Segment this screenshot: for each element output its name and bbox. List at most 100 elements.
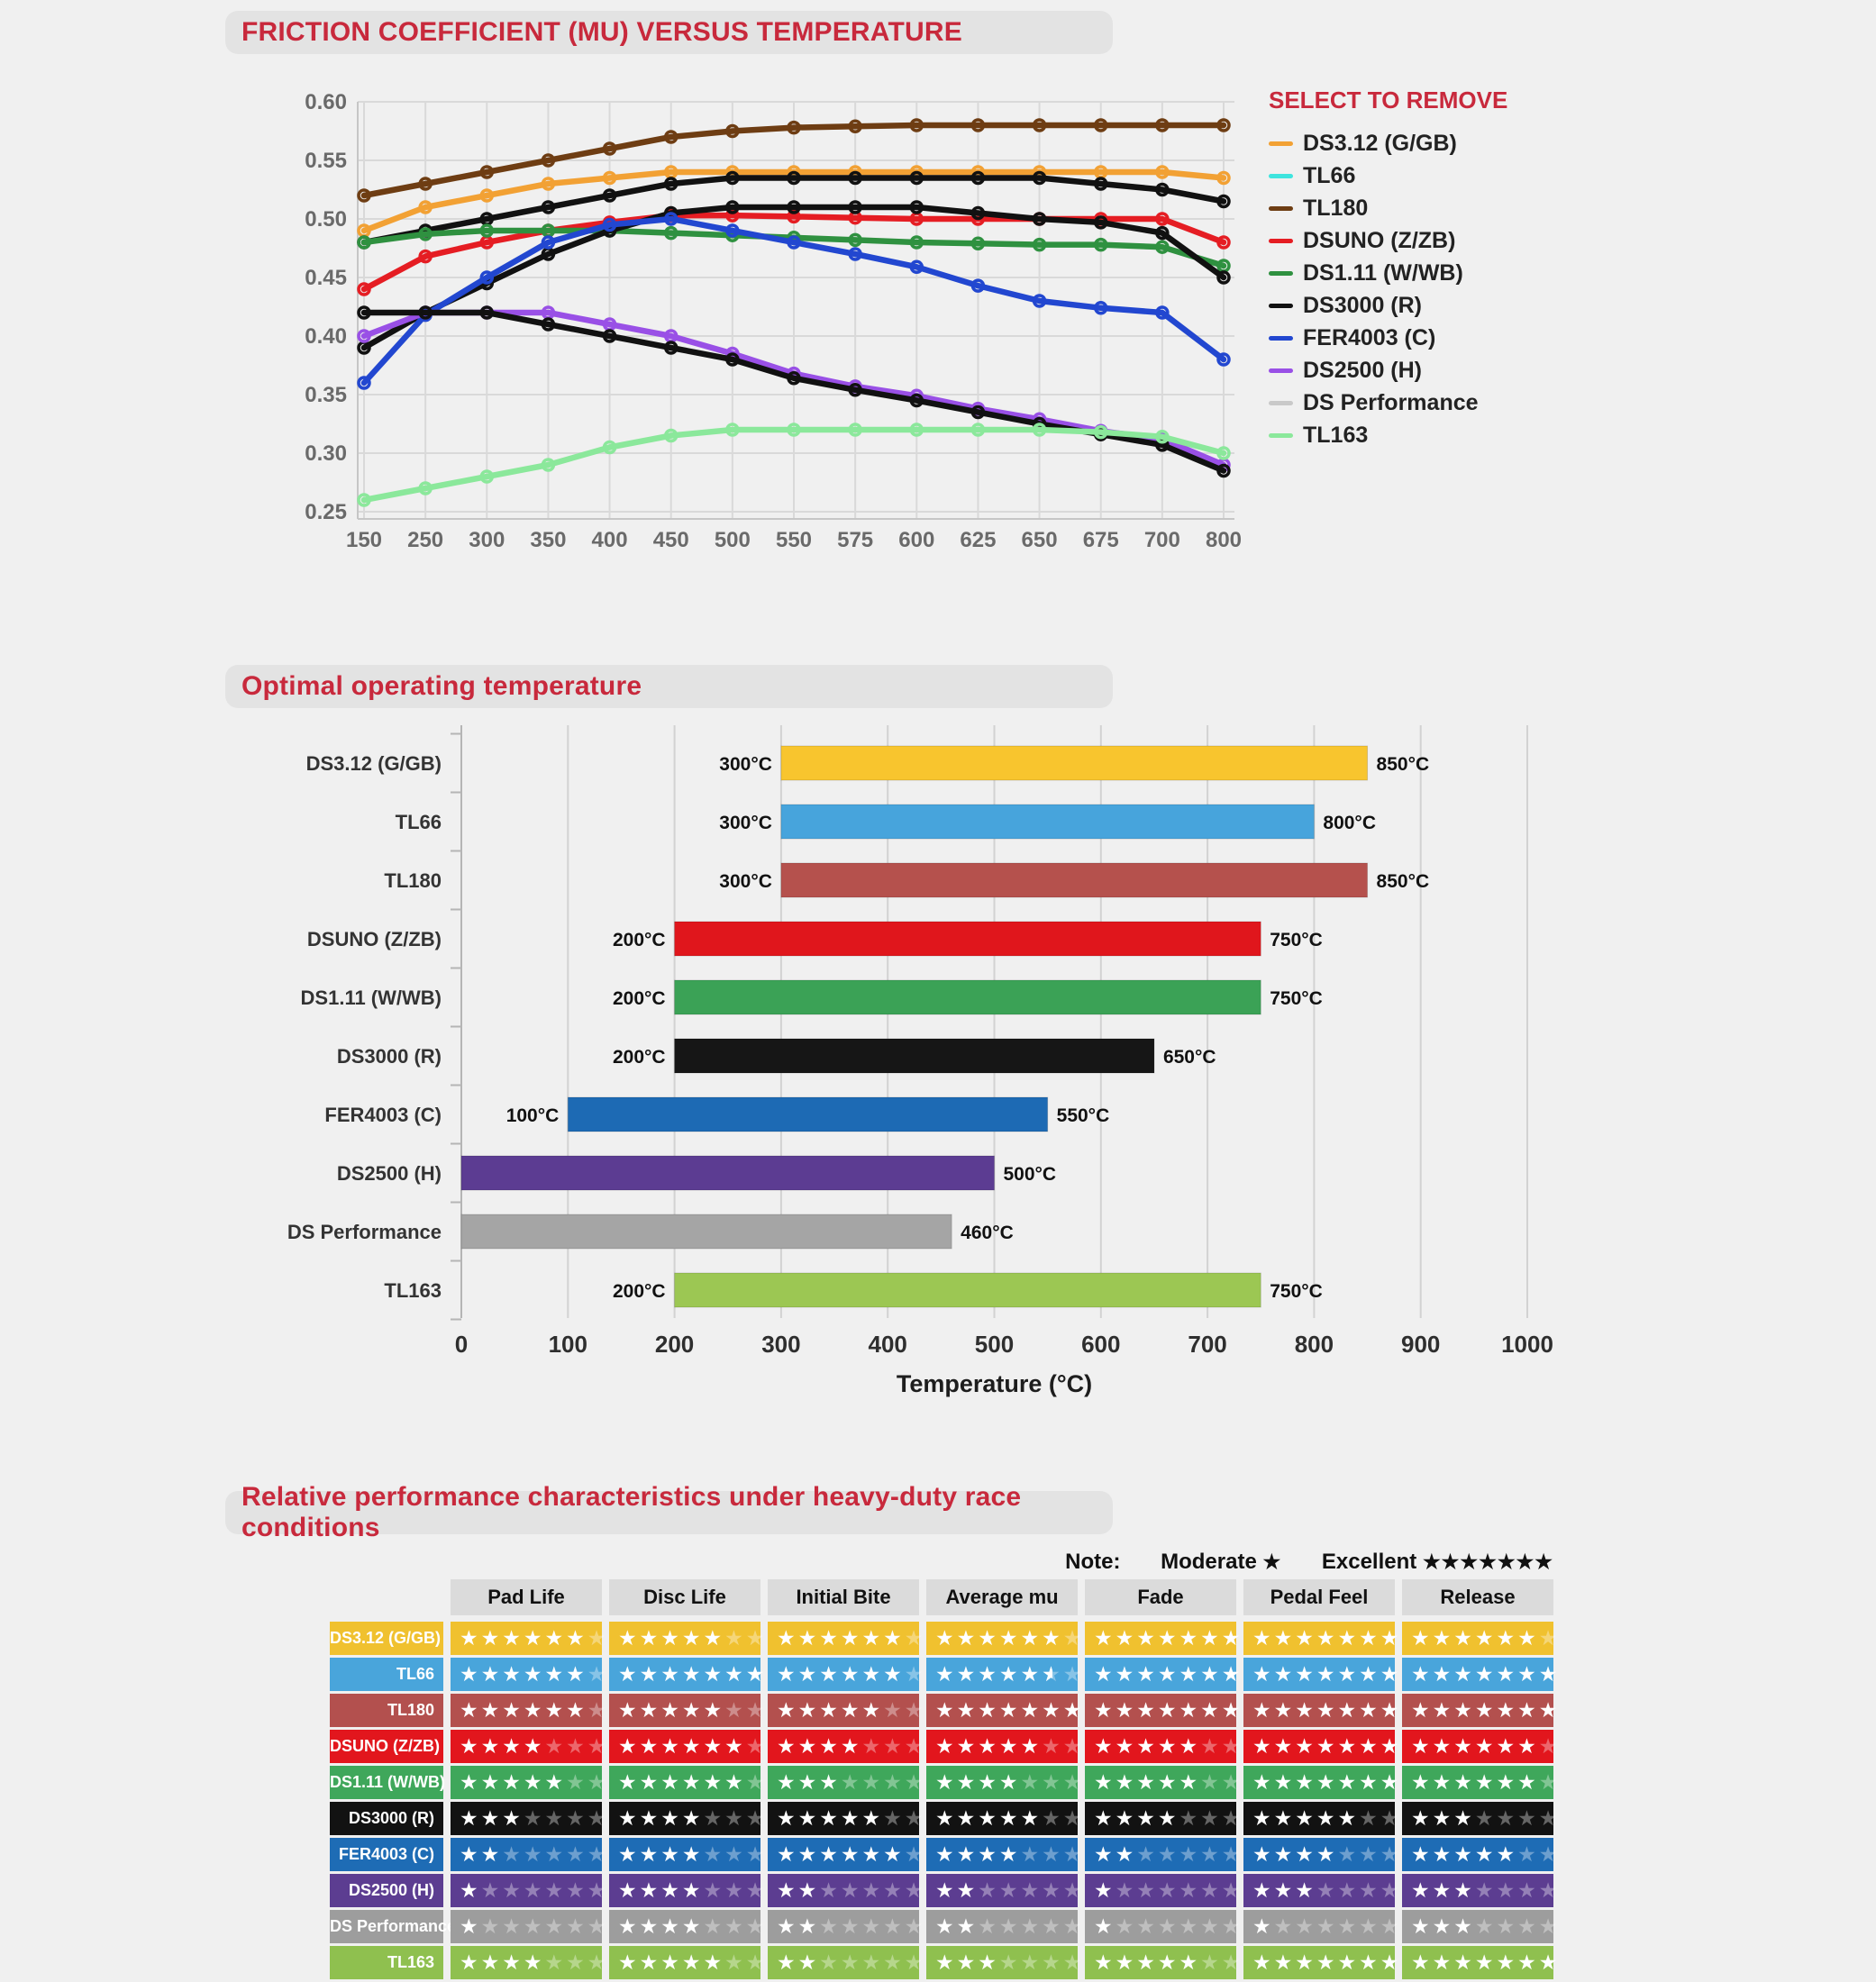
star-icon: ★ [1179, 1770, 1198, 1794]
y-tick-label: 0.50 [305, 207, 347, 232]
star-icon: ★ [1538, 1806, 1558, 1830]
star-icon: ★ [703, 1770, 723, 1794]
star-icon: ★ [1337, 1698, 1357, 1722]
data-point-marker [418, 227, 433, 241]
legend-item-DS Performance[interactable]: DS Performance [1269, 386, 1566, 419]
star-icon: ★ [1179, 1734, 1198, 1758]
legend-item-DSUNO (Z/ZB)[interactable]: DSUNO (Z/ZB) [1269, 224, 1566, 257]
star-icon: ★ [797, 1662, 817, 1686]
ratings-table-body: DS3.12 (G/GB) ★ ★ ★ ★ ★ ★ ★ ★ ★ ★ ★ ★ ★ ★ ★ ★ ★ ★ ★ ★ ★ ★ ★ ★ ★ ★ ★… [330, 1622, 1557, 1982]
star-icon: ★ [840, 1626, 860, 1650]
rating-cell-Pedal Feel (Travel): ★ ★ ★ ★ ★ ★ ★ [1243, 1910, 1398, 1943]
star-icon: ★ [1157, 1842, 1177, 1866]
star-icon: ★ [1136, 1626, 1155, 1650]
star-icon: ★ [1432, 1842, 1452, 1866]
star-icon: ★ [998, 1878, 1018, 1902]
rating-cell-Disc Life: ★ ★ ★ ★ ★ ★ ★ [609, 1730, 764, 1763]
legend-item-label: DS3.12 (G/GB) [1303, 130, 1457, 156]
rating-cell-Release: ★ ★ ★ ★ ★ ★ ★ [1402, 1838, 1557, 1871]
star-icon: ★ [904, 1698, 924, 1722]
data-point-marker [541, 235, 556, 250]
star-icon: ★ [1517, 1806, 1536, 1830]
star-icon: ★ [1432, 1734, 1452, 1758]
table-row-DSUNO (Z/ZB): DSUNO (Z/ZB) ★ ★ ★ ★ ★ ★ ★ ★ ★ ★ ★ ★ ★ ★ ★ ★ ★ ★ ★ ★ ★ ★ ★ ★ ★ ★ ★ ★… [330, 1730, 1557, 1763]
data-point-marker [909, 393, 924, 408]
data-point-marker [357, 493, 371, 507]
star-icon: ★ [1157, 1734, 1177, 1758]
star-icon: ★ [1020, 1626, 1040, 1650]
star-icon: ★ [523, 1662, 542, 1686]
rating-cell-Initial Bite: ★ ★ ★ ★ ★ ★ ★ [768, 1658, 923, 1691]
axis-tick-labels: 0.60 0.55 0.50 0.45 0.40 0.35 0.30 0.25 150 250 30… [305, 90, 1242, 552]
star-icon: ★ [1115, 1734, 1134, 1758]
half-star-icon: ★ ★ [1042, 1658, 1063, 1694]
rating-cell-Disc Life: ★ ★ ★ ★ ★ ★ ★ [609, 1802, 764, 1835]
star-icon: ★ [1337, 1662, 1357, 1686]
legend-item-TL163[interactable]: TL163 [1269, 419, 1566, 451]
legend-item-DS1.11 (W/WB)[interactable]: DS1.11 (W/WB) [1269, 257, 1566, 289]
rating-cell-Pad Life: ★ ★ ★ ★ ★ ★ ★ [451, 1838, 606, 1871]
star-icon: ★ [703, 1734, 723, 1758]
star-icon: ★ [660, 1842, 679, 1866]
star-icon: ★ [1411, 1662, 1430, 1686]
star-icon: ★ [819, 1626, 838, 1650]
star-icon: ★ [1200, 1806, 1219, 1830]
star-icon: ★ [1316, 1734, 1335, 1758]
data-point-marker [1093, 237, 1108, 252]
star-icon: ★ [1496, 1770, 1516, 1794]
data-point-marker [663, 130, 678, 144]
star-icon: ★ [1496, 1842, 1516, 1866]
star-icon: ★ [618, 1950, 637, 1974]
star-icon: ★ [978, 1626, 997, 1650]
data-point-marker [787, 371, 801, 386]
temp-bar-row-DSUNO (Z/ZB): DSUNO (Z/ZB) 200°C 750°C [307, 921, 1323, 957]
rating-cell-Disc Life: ★ ★ ★ ★ ★ ★ ★ [609, 1622, 764, 1655]
rating-cell-Fade: ★ ★ ★ ★ ★ ★ ★ [1085, 1946, 1240, 1979]
bar-min-label: 300°C [719, 871, 772, 892]
bar-category-label: DS3.12 (G/GB) [306, 752, 442, 775]
series-line [360, 204, 1227, 351]
star-icon: ★ [480, 1734, 500, 1758]
star-icon: ★ [587, 1806, 606, 1830]
rating-cell-Disc Life: ★ ★ ★ ★ ★ ★ ★ [609, 1766, 764, 1799]
legend-item-DS3.12 (G/GB)[interactable]: DS3.12 (G/GB) [1269, 127, 1566, 159]
x-tick-label: 450 [653, 528, 689, 552]
star-icon: ★ [1517, 1914, 1536, 1938]
legend-swatch-icon [1269, 141, 1293, 146]
bar-max-label: 750°C [1270, 930, 1323, 950]
star-icon: ★ [1136, 1770, 1155, 1794]
star-icon: ★ [1411, 1626, 1430, 1650]
star-icon: ★ [745, 1842, 765, 1866]
legend-item-DS3000 (R)[interactable]: DS3000 (R) [1269, 289, 1566, 322]
legend-item-DS2500 (H)[interactable]: DS2500 (H) [1269, 354, 1566, 386]
star-icon: ★ [745, 1950, 765, 1974]
star-icon: ★ [1157, 1878, 1177, 1902]
legend-item-TL66[interactable]: TL66 [1269, 159, 1566, 192]
star-icon: ★ [819, 1806, 838, 1830]
series-line [360, 426, 1227, 504]
chart-legend: SELECT TO REMOVE DS3.12 (G/GB) TL66 TL180 D… [1269, 86, 1566, 451]
data-point-marker [1032, 118, 1047, 132]
rating-cell-Pedal Feel (Travel): ★ ★ ★ ★ ★ ★ ★ [1243, 1838, 1398, 1871]
star-icon: ★ [956, 1734, 976, 1758]
rating-cell-Fade: ★ ★ ★ ★ ★ ★ ★ [1085, 1766, 1240, 1799]
star-icon: ★ [544, 1626, 564, 1650]
series-line [360, 175, 1227, 246]
data-point-marker [479, 188, 495, 203]
star-icon: ★ [724, 1734, 743, 1758]
data-point-marker [479, 305, 495, 320]
star-icon: ★ [1295, 1698, 1314, 1722]
table-row-FER4003 (C): FER4003 (C) ★ ★ ★ ★ ★ ★ ★ ★ ★ ★ ★ ★ ★ ★ ★ ★ ★ ★ ★ ★ ★ ★ ★ ★ ★ ★ ★ ★ ★… [330, 1838, 1557, 1871]
star-icon: ★ [745, 1878, 765, 1902]
legend-item-TL180[interactable]: TL180 [1269, 192, 1566, 224]
star-icon: ★ [745, 1626, 765, 1650]
star-icon: ★ [935, 1950, 954, 1974]
data-point-marker [1155, 305, 1170, 320]
star-icon: ★ [1020, 1950, 1040, 1974]
star-icon: ★ [544, 1698, 564, 1722]
data-point-marker [357, 305, 371, 320]
legend-item-FER4003 (C)[interactable]: FER4003 (C) [1269, 322, 1566, 354]
data-point-marker [541, 200, 556, 214]
star-icon: ★ [566, 1914, 585, 1938]
star-icon: ★ [480, 1950, 500, 1974]
